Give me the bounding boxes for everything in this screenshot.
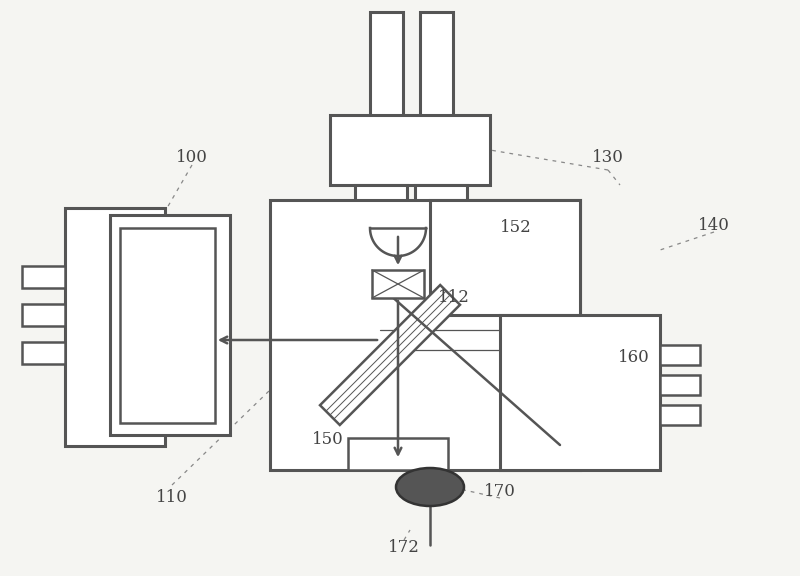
Bar <box>22 304 65 326</box>
Bar <box>370 12 403 117</box>
Bar <box>420 12 453 117</box>
Bar <box>500 315 660 470</box>
Text: 140: 140 <box>698 217 730 233</box>
Bar <box>430 200 580 315</box>
Ellipse shape <box>396 468 464 506</box>
Bar <box>660 405 700 425</box>
Text: 160: 160 <box>618 350 650 366</box>
Text: 100: 100 <box>176 150 208 166</box>
Text: 152: 152 <box>500 219 532 237</box>
Text: 130: 130 <box>592 150 624 166</box>
Bar <box>330 115 490 185</box>
Text: 170: 170 <box>484 483 516 501</box>
Bar <box>270 200 580 470</box>
Bar <box>22 266 65 288</box>
Bar <box>660 375 700 395</box>
Text: 172: 172 <box>388 540 420 556</box>
Bar <box>120 228 215 423</box>
Bar <box>65 208 165 446</box>
Bar <box>348 438 448 470</box>
Bar <box>372 270 424 298</box>
Bar <box>415 185 467 227</box>
Text: 110: 110 <box>156 488 188 506</box>
Bar <box>110 215 230 435</box>
Text: 150: 150 <box>312 431 344 449</box>
Bar <box>660 345 700 365</box>
Bar <box>22 342 65 364</box>
Text: 112: 112 <box>438 289 470 305</box>
Polygon shape <box>320 285 460 425</box>
Bar <box>355 185 407 227</box>
